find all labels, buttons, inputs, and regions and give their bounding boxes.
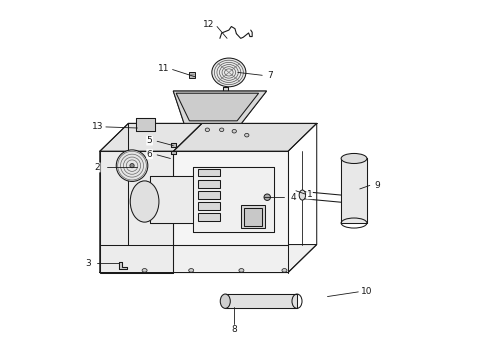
Polygon shape: [172, 143, 176, 147]
Ellipse shape: [232, 130, 236, 133]
Polygon shape: [245, 208, 262, 226]
FancyBboxPatch shape: [189, 72, 195, 78]
Polygon shape: [223, 87, 228, 98]
Polygon shape: [173, 91, 267, 123]
Ellipse shape: [264, 194, 270, 201]
Polygon shape: [198, 180, 220, 188]
Polygon shape: [225, 294, 297, 309]
Ellipse shape: [245, 134, 249, 137]
Ellipse shape: [205, 128, 210, 132]
Polygon shape: [198, 213, 220, 221]
Ellipse shape: [239, 269, 244, 272]
Ellipse shape: [189, 269, 194, 272]
Text: 5: 5: [147, 136, 152, 145]
Text: 9: 9: [375, 181, 381, 190]
Polygon shape: [136, 118, 155, 131]
Ellipse shape: [282, 269, 287, 272]
Polygon shape: [198, 168, 220, 176]
Text: 12: 12: [203, 20, 215, 29]
Polygon shape: [176, 93, 259, 121]
Ellipse shape: [220, 294, 230, 309]
Text: 13: 13: [92, 122, 103, 131]
Text: 11: 11: [158, 64, 170, 73]
Ellipse shape: [142, 269, 147, 272]
Ellipse shape: [116, 150, 148, 181]
Polygon shape: [150, 176, 205, 223]
Polygon shape: [119, 262, 126, 269]
Ellipse shape: [130, 181, 159, 222]
Text: 6: 6: [147, 150, 152, 159]
Text: 10: 10: [361, 287, 372, 296]
Polygon shape: [100, 123, 202, 151]
Ellipse shape: [220, 128, 224, 132]
Polygon shape: [100, 151, 173, 273]
Text: 7: 7: [267, 71, 273, 80]
Ellipse shape: [341, 153, 367, 163]
Polygon shape: [242, 205, 265, 228]
Ellipse shape: [212, 58, 246, 87]
Text: 2: 2: [95, 163, 100, 172]
Text: 3: 3: [85, 259, 91, 268]
Polygon shape: [172, 150, 176, 154]
Polygon shape: [100, 244, 317, 273]
Polygon shape: [198, 191, 220, 199]
Ellipse shape: [299, 190, 306, 200]
Text: 1: 1: [307, 190, 313, 199]
Polygon shape: [173, 151, 288, 244]
Polygon shape: [341, 158, 367, 223]
Polygon shape: [173, 123, 317, 151]
Text: 8: 8: [231, 325, 237, 334]
Text: 4: 4: [291, 193, 296, 202]
Polygon shape: [198, 202, 220, 210]
Polygon shape: [193, 167, 274, 232]
Ellipse shape: [130, 163, 134, 168]
